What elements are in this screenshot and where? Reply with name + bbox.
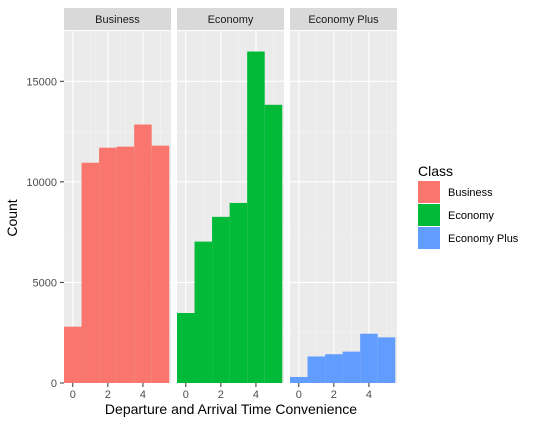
legend-title: Class bbox=[418, 163, 453, 179]
legend-label: Business bbox=[448, 187, 493, 199]
panel-background bbox=[290, 31, 397, 383]
histogram-bar bbox=[377, 337, 396, 383]
y-tick-label: 0 bbox=[51, 378, 57, 390]
histogram-bar bbox=[194, 241, 213, 383]
histogram-bar bbox=[177, 313, 195, 383]
x-tick-label: 4 bbox=[253, 389, 259, 401]
facet-panel: Economy Plus 0 2 4 bbox=[290, 8, 397, 401]
histogram-bar bbox=[116, 146, 135, 383]
facet-strip bbox=[290, 8, 397, 30]
legend-label: Economy bbox=[448, 210, 494, 222]
y-tick-label: 5000 bbox=[33, 277, 57, 289]
facet-panel: Economy 0 2 4 bbox=[177, 8, 284, 401]
histogram-bar bbox=[99, 147, 117, 383]
y-axis: 0 5000 10000 15000 bbox=[26, 76, 64, 390]
histogram-bar bbox=[229, 202, 248, 383]
legend-label: Economy Plus bbox=[448, 233, 519, 245]
histogram-bar bbox=[81, 162, 100, 383]
facet-panels: Business 0 2 4 Economy 0 2 4 Economy Plus 0 2 4 bbox=[64, 8, 397, 401]
x-tick-label: 0 bbox=[70, 389, 76, 401]
legend-swatch bbox=[418, 204, 440, 226]
facet-panel: Business 0 2 4 bbox=[64, 8, 171, 401]
y-axis-title: Count bbox=[4, 199, 20, 236]
x-tick-label: 0 bbox=[183, 389, 189, 401]
histogram-bar bbox=[64, 326, 82, 383]
histogram-bar bbox=[134, 124, 152, 383]
histogram-bar bbox=[247, 51, 265, 383]
histogram-bar bbox=[342, 351, 361, 383]
x-axis-title: Departure and Arrival Time Convenience bbox=[105, 401, 357, 417]
histogram-bar bbox=[290, 376, 308, 383]
x-tick-label: 2 bbox=[105, 389, 111, 401]
x-tick-label: 2 bbox=[218, 389, 224, 401]
x-tick-label: 2 bbox=[331, 389, 337, 401]
x-tick-label: 4 bbox=[366, 389, 372, 401]
facet-strip-label: Economy bbox=[208, 14, 254, 26]
x-tick-label: 0 bbox=[296, 389, 302, 401]
y-tick-label: 15000 bbox=[26, 76, 57, 88]
y-tick-label: 10000 bbox=[26, 177, 57, 189]
histogram-bar bbox=[360, 333, 378, 383]
legend: Class Business Economy Economy Plus bbox=[418, 163, 519, 249]
histogram-bar bbox=[212, 216, 230, 383]
x-tick-label: 4 bbox=[140, 389, 146, 401]
histogram-bar bbox=[264, 104, 283, 383]
legend-swatch bbox=[418, 227, 440, 249]
facet-strip bbox=[177, 8, 284, 30]
facet-strip-label: Business bbox=[95, 14, 140, 26]
facet-strip bbox=[64, 8, 171, 30]
legend-swatch bbox=[418, 181, 440, 203]
histogram-bar bbox=[325, 354, 343, 383]
histogram-bar bbox=[307, 356, 326, 383]
histogram-bar bbox=[151, 145, 170, 383]
facet-strip-label: Economy Plus bbox=[308, 14, 379, 26]
